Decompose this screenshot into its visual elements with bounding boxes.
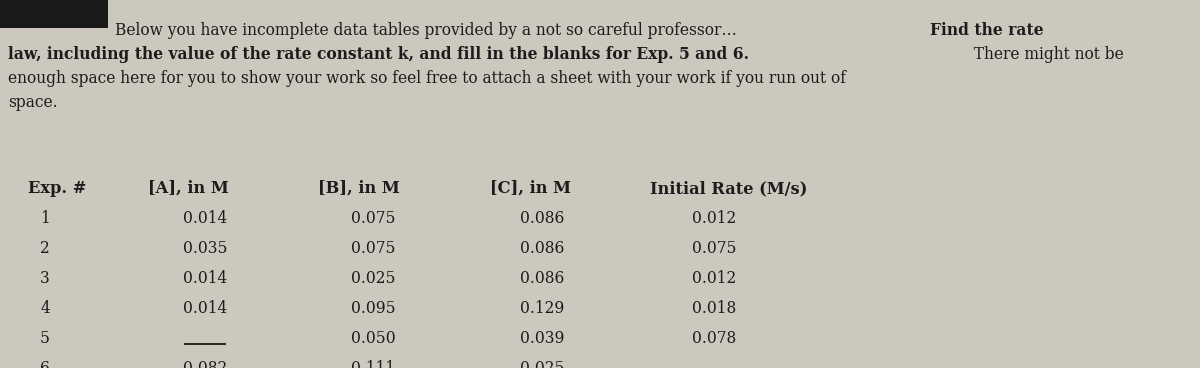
Text: 0.095: 0.095: [350, 300, 395, 317]
Text: 0.086: 0.086: [520, 240, 564, 257]
Text: 0.035: 0.035: [182, 240, 227, 257]
Text: 0.025: 0.025: [350, 270, 395, 287]
Text: 0.039: 0.039: [520, 330, 564, 347]
Text: 0.014: 0.014: [182, 270, 227, 287]
Text: Find the rate: Find the rate: [930, 22, 1044, 39]
Text: 0.086: 0.086: [520, 210, 564, 227]
Text: [C], in M: [C], in M: [490, 180, 571, 197]
Text: 1: 1: [40, 210, 50, 227]
Text: 0.012: 0.012: [692, 210, 736, 227]
Text: space.: space.: [8, 94, 58, 111]
Text: 3: 3: [40, 270, 50, 287]
FancyBboxPatch shape: [0, 0, 108, 28]
Text: Below you have incomplete data tables provided by a not so careful professor…: Below you have incomplete data tables pr…: [115, 22, 746, 39]
Text: 4: 4: [40, 300, 50, 317]
Text: Initial Rate (M/s): Initial Rate (M/s): [650, 180, 808, 197]
Text: [A], in M: [A], in M: [148, 180, 229, 197]
Text: 0.050: 0.050: [350, 330, 395, 347]
Text: 0.018: 0.018: [692, 300, 736, 317]
Text: enough space here for you to show your work so feel free to attach a sheet with : enough space here for you to show your w…: [8, 70, 846, 87]
Text: Exp. #: Exp. #: [28, 180, 86, 197]
Text: There might not be: There might not be: [964, 46, 1124, 63]
Text: 2: 2: [40, 240, 50, 257]
Text: 0.012: 0.012: [692, 270, 736, 287]
Text: law, including the value of the rate constant k, and fill in the blanks for Exp.: law, including the value of the rate con…: [8, 46, 749, 63]
Text: 6: 6: [40, 360, 50, 368]
Text: [B], in M: [B], in M: [318, 180, 400, 197]
Text: 0.086: 0.086: [520, 270, 564, 287]
Text: 0.078: 0.078: [692, 330, 736, 347]
Text: 0.082: 0.082: [182, 360, 227, 368]
Text: 0.014: 0.014: [182, 210, 227, 227]
Text: 0.014: 0.014: [182, 300, 227, 317]
Text: 0.111: 0.111: [350, 360, 395, 368]
Text: 0.075: 0.075: [691, 240, 737, 257]
Text: 0.129: 0.129: [520, 300, 564, 317]
Text: 0.075: 0.075: [350, 240, 395, 257]
Text: 0.025: 0.025: [520, 360, 564, 368]
Text: 5: 5: [40, 330, 50, 347]
Text: 0.075: 0.075: [350, 210, 395, 227]
